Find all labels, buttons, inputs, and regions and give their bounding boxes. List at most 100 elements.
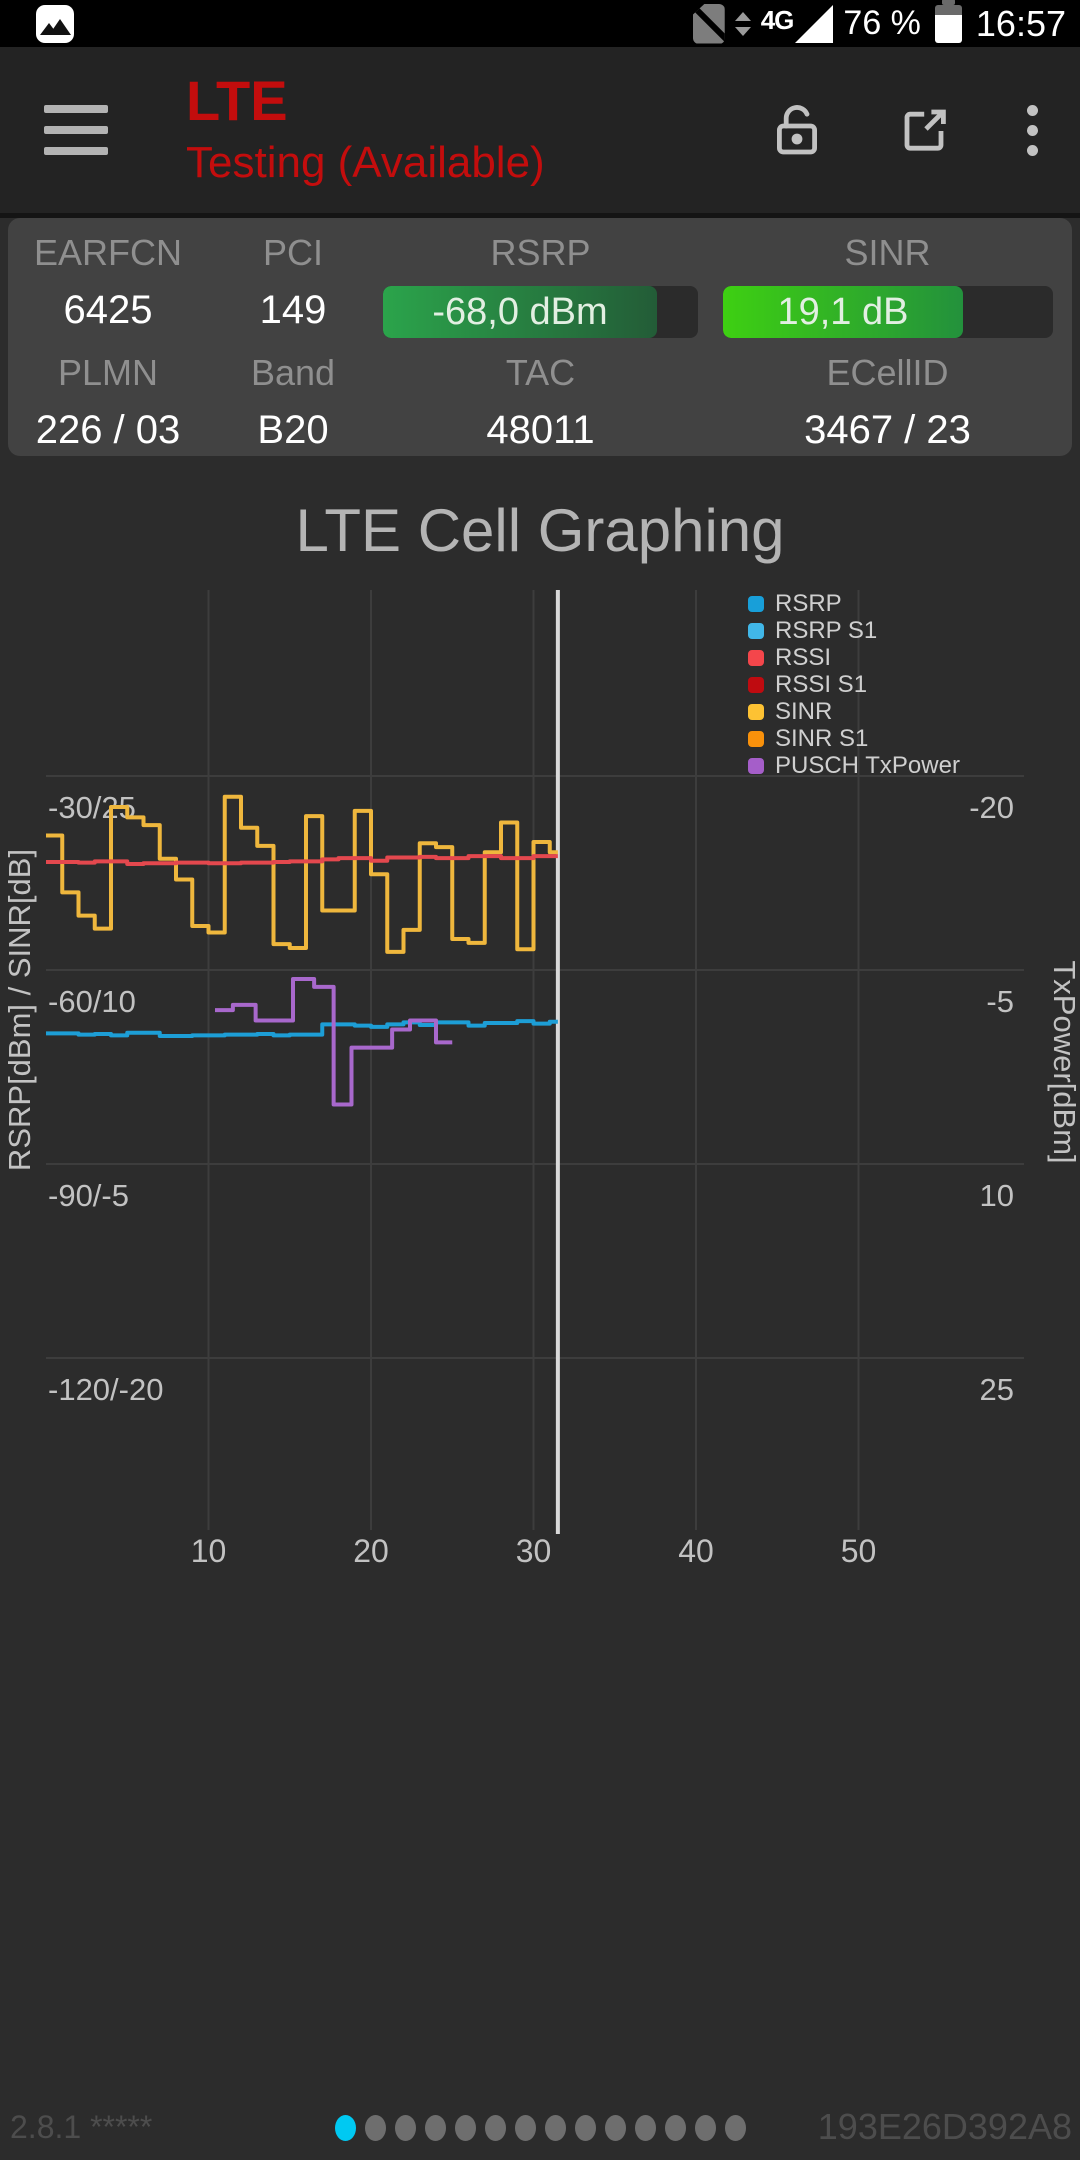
earfcn-value: 6425 xyxy=(63,288,153,332)
page-dot[interactable] xyxy=(574,2115,596,2141)
tac-label: TAC xyxy=(505,352,576,393)
unlock-icon[interactable] xyxy=(771,102,823,158)
page-dot[interactable] xyxy=(634,2115,656,2141)
device-id-label: 193E26D392A8 xyxy=(817,2106,1072,2147)
status-bar: 4G 76 % 16:57 xyxy=(0,0,1080,47)
legend-label: SINR xyxy=(775,697,833,725)
legend-item: SINR S1 xyxy=(748,725,960,752)
tac-cell: TAC 48011 xyxy=(378,338,703,453)
legend-label: RSRP xyxy=(775,589,842,617)
series-line-rssi xyxy=(46,854,558,866)
rsrp-bar: -68,0 dBm xyxy=(383,286,698,338)
footer: 2.8.1 ***** 193E26D392A8 xyxy=(0,2096,1080,2160)
page-dot[interactable] xyxy=(364,2115,386,2141)
legend-swatch-icon xyxy=(748,622,764,639)
left-axis-title: RSRP[dBm] / SINR[dB] xyxy=(2,849,37,1171)
left-tick-label: -90/-5 xyxy=(48,1178,129,1213)
page-dot[interactable] xyxy=(664,2115,686,2141)
x-tick-label: 50 xyxy=(841,1533,877,1569)
band-cell: Band B20 xyxy=(208,338,378,453)
page-indicator xyxy=(334,2115,746,2141)
rsrp-cell: RSRP -68,0 dBm xyxy=(378,218,703,338)
page-dot[interactable] xyxy=(454,2115,476,2141)
legend-swatch-icon xyxy=(748,595,764,612)
menu-button[interactable] xyxy=(44,105,108,155)
left-tick-label: -60/10 xyxy=(48,984,136,1019)
page-dot[interactable] xyxy=(394,2115,416,2141)
rsrp-bar-fill xyxy=(383,286,658,338)
x-tick-label: 20 xyxy=(353,1533,389,1569)
sinr-bar-fill xyxy=(722,286,964,338)
series-line-pusch-txpower xyxy=(215,977,453,1107)
rsrp-label: RSRP xyxy=(490,232,591,273)
updown-arrows-icon xyxy=(734,11,751,36)
plmn-cell: PLMN 226 / 03 xyxy=(8,338,208,453)
rsrp-value: -68,0 dBm xyxy=(432,290,608,333)
title-block: LTE Testing (Available) xyxy=(186,68,545,189)
network-type-label: 4G xyxy=(760,4,795,35)
x-tick-label: 40 xyxy=(678,1533,714,1569)
page-subtitle: Testing (Available) xyxy=(186,138,545,188)
right-tick-label: 10 xyxy=(980,1178,1014,1213)
legend-label: RSSI S1 xyxy=(775,670,868,698)
series-line-sinr xyxy=(46,794,558,954)
battery-icon xyxy=(934,0,962,43)
legend-item: RSSI xyxy=(748,644,960,671)
page-title: LTE xyxy=(186,68,288,132)
page-dot[interactable] xyxy=(604,2115,626,2141)
left-tick-label: -120/-20 xyxy=(48,1372,163,1407)
legend-item: PUSCH TxPower xyxy=(748,752,960,779)
right-tick-label: -20 xyxy=(969,790,1014,825)
legend-item: RSRP xyxy=(748,590,960,617)
x-tick-label: 30 xyxy=(516,1533,552,1569)
legend-swatch-icon xyxy=(748,730,764,747)
page-dot[interactable] xyxy=(694,2115,716,2141)
right-tick-label: 25 xyxy=(980,1372,1014,1407)
page-dot[interactable] xyxy=(724,2115,746,2141)
legend-label: RSRP S1 xyxy=(775,616,878,644)
open-in-new-icon[interactable] xyxy=(899,104,951,156)
gallery-icon xyxy=(36,4,74,43)
sinr-cell: SINR 19,1 dB xyxy=(703,218,1072,338)
clock-label: 16:57 xyxy=(975,2,1066,44)
ecellid-value: 3467 / 23 xyxy=(804,408,971,452)
legend-swatch-icon xyxy=(748,649,764,666)
page-dot[interactable] xyxy=(514,2115,536,2141)
page-dot[interactable] xyxy=(424,2115,446,2141)
chart-legend: RSRP RSRP S1 RSSI RSSI S1 SINR SINR S1 PUSCH T… xyxy=(748,590,960,779)
plmn-label: PLMN xyxy=(57,352,159,393)
right-tick-label: -5 xyxy=(986,984,1014,1019)
chart-title: LTE Cell Graphing xyxy=(295,497,785,564)
page-dot-active[interactable] xyxy=(334,2115,356,2141)
battery-percent-label: 76 % xyxy=(843,4,921,42)
band-label: Band xyxy=(250,352,336,393)
legend-swatch-icon xyxy=(748,676,764,693)
earfcn-cell: EARFCN 6425 xyxy=(8,218,208,333)
cell-info-panel[interactable]: EARFCN 6425 PCI 149 RSRP -68,0 dBm SINR … xyxy=(8,218,1072,456)
sinr-value: 19,1 dB xyxy=(777,290,909,333)
pci-label: PCI xyxy=(262,232,323,273)
plmn-value: 226 / 03 xyxy=(35,408,181,452)
pci-cell: PCI 149 xyxy=(208,218,378,333)
legend-label: SINR S1 xyxy=(775,724,869,752)
legend-item: SINR xyxy=(748,698,960,725)
legend-item: RSRP S1 xyxy=(748,617,960,644)
legend-swatch-icon xyxy=(748,703,764,720)
page-dot[interactable] xyxy=(484,2115,506,2141)
pci-value: 149 xyxy=(259,288,327,332)
x-tick-label: 10 xyxy=(191,1533,227,1569)
sim-disabled-icon xyxy=(692,3,725,44)
legend-swatch-icon xyxy=(748,757,764,774)
page-dot[interactable] xyxy=(544,2115,566,2141)
tac-value: 48011 xyxy=(486,408,595,452)
signal-triangle-icon xyxy=(795,4,834,43)
series-line-rsrp xyxy=(46,1019,558,1038)
sinr-label: SINR xyxy=(844,232,931,273)
app-version-label: 2.8.1 ***** xyxy=(10,2109,153,2145)
legend-item: RSSI S1 xyxy=(748,671,960,698)
earfcn-label: EARFCN xyxy=(33,232,182,273)
ecellid-cell: ECellID 3467 / 23 xyxy=(703,338,1072,453)
sinr-bar: 19,1 dB xyxy=(722,286,1053,338)
overflow-menu-icon[interactable] xyxy=(1027,104,1038,156)
